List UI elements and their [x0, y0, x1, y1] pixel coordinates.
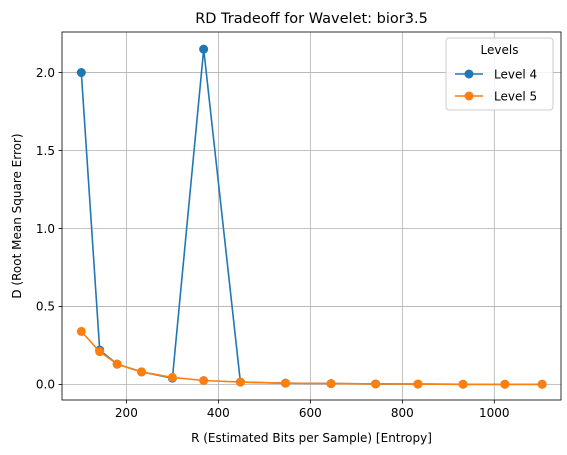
y-tick-label: 0.0 — [36, 378, 55, 392]
data-point-level-5 — [76, 326, 86, 336]
x-tick-label: 400 — [207, 406, 230, 420]
y-axis-label: D (Root Mean Square Error) — [10, 133, 24, 298]
plot-frame — [61, 31, 562, 401]
data-point-level-5 — [537, 379, 547, 389]
series-group — [76, 44, 547, 389]
data-point-level-5 — [371, 379, 381, 389]
legend-box — [445, 37, 554, 111]
data-point-level-5 — [500, 379, 510, 389]
data-point-level-5 — [458, 379, 468, 389]
x-tick-label: 1000 — [479, 406, 510, 420]
legend-marker-level-4 — [464, 69, 474, 79]
data-point-level-4 — [76, 68, 86, 78]
chart-title: RD Tradeoff for Wavelet: bior3.5 — [195, 11, 428, 27]
x-axis-label: R (Estimated Bits per Sample) [Entropy] — [191, 431, 432, 445]
y-tick-label: 2.0 — [36, 66, 55, 80]
data-point-level-5 — [137, 367, 147, 377]
legend-marker-level-5 — [464, 91, 474, 101]
legend: Levels Level 4 Level 5 — [445, 37, 554, 111]
data-point-level-5 — [95, 347, 105, 357]
data-point-level-5 — [413, 379, 423, 389]
data-point-level-4 — [199, 44, 209, 54]
x-tick-label: 600 — [299, 406, 322, 420]
legend-label-level-4: Level 4 — [494, 68, 537, 82]
legend-label-level-5: Level 5 — [494, 90, 537, 104]
data-point-level-5 — [199, 376, 209, 386]
data-point-level-5 — [326, 379, 336, 389]
y-tick-label: 0.5 — [36, 300, 55, 314]
data-point-level-5 — [167, 372, 177, 382]
y-tick-label: 1.5 — [36, 144, 55, 158]
x-tick-label: 200 — [115, 406, 138, 420]
y-tick-label: 1.0 — [36, 222, 55, 236]
data-point-level-5 — [112, 359, 122, 369]
x-tick-label: 800 — [391, 406, 414, 420]
legend-title: Levels — [481, 43, 519, 57]
data-point-level-5 — [235, 377, 245, 387]
axis-ticks: 200 400 600 800 1000 0.0 0.5 1.0 1.5 2.0 — [36, 66, 510, 420]
series-level-5 — [76, 326, 547, 389]
data-point-level-5 — [281, 378, 291, 388]
